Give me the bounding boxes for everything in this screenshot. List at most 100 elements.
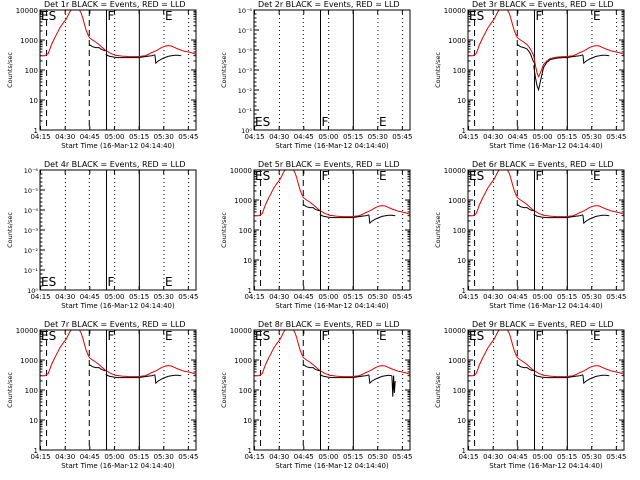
x-axis-label: Start Time (16-Mar-12 04:14:40) (61, 142, 175, 150)
x-tick-label: 05:00 (532, 453, 552, 461)
x-tick-label: 05:15 (557, 133, 577, 141)
x-tick-label: 05:15 (343, 133, 363, 141)
y-tick-label: 10000 (16, 327, 38, 335)
events-black-series (154, 54, 166, 65)
x-tick-label: 04:45 (80, 293, 100, 301)
marker-E: E (593, 169, 601, 183)
marker-F: F (536, 329, 543, 343)
events-black-series (368, 374, 380, 385)
y-tick-label: 1 (34, 127, 38, 135)
marker-F: F (322, 169, 329, 183)
panel-det-6: Det 6r BLACK = Events, RED = LLD Counts/s… (434, 160, 626, 310)
marker-F: F (108, 329, 115, 343)
x-tick-label: 04:30 (269, 293, 289, 301)
y-tick-label: 1000 (448, 197, 466, 205)
events-black-series (533, 213, 567, 219)
y-axis-label: Counts/sec (220, 212, 228, 248)
events-black-series (303, 364, 320, 372)
x-tick-label: 05:30 (368, 453, 388, 461)
x-axis-label: Start Time (16-Mar-12 04:14:40) (61, 302, 175, 310)
x-tick-label: 04:30 (269, 133, 289, 141)
x-tick-label: 04:30 (55, 293, 75, 301)
plot-frame (467, 329, 625, 451)
y-tick-label: 10 (457, 417, 466, 425)
y-tick-label: 100 (25, 67, 38, 75)
x-tick-label: 05:30 (154, 453, 174, 461)
events-black-series (566, 54, 584, 59)
events-black-series (352, 374, 370, 379)
x-tick-label: 04:30 (55, 453, 75, 461)
x-tick-label: 04:15 (30, 453, 50, 461)
events-black-series (89, 364, 106, 372)
plot-frame (467, 169, 625, 291)
y-tick-label: 1 (248, 447, 252, 455)
panel-det-7: Det 7r BLACK = Events, RED = LLD Counts/s… (6, 320, 198, 470)
y-tick-label: 10⁻¹ (24, 267, 39, 275)
marker-ES: ES (255, 169, 270, 183)
lld-red-series (254, 329, 411, 378)
events-black-series (592, 214, 610, 219)
x-tick-label: 04:15 (30, 293, 50, 301)
marker-ES: ES (41, 275, 56, 289)
events-black-series (138, 374, 156, 379)
x-tick-label: 04:45 (508, 133, 528, 141)
x-tick-label: 04:45 (294, 133, 314, 141)
plot-frame (467, 9, 625, 131)
marker-ES: ES (469, 169, 484, 183)
x-tick-label: 05:45 (606, 133, 626, 141)
events-black-series (533, 57, 567, 92)
events-black-series (319, 373, 353, 379)
x-tick-label: 05:00 (104, 293, 124, 301)
plot-frame (253, 329, 411, 451)
y-axis-label: Counts/sec (434, 212, 442, 248)
x-axis-label: Start Time (16-Mar-12 04:14:40) (275, 302, 389, 310)
y-tick-label: 10000 (444, 7, 466, 15)
y-tick-label: 10⁻⁴ (24, 207, 39, 215)
y-tick-label: 100 (453, 67, 466, 75)
events-black-series (164, 374, 182, 379)
marker-F: F (322, 329, 329, 343)
x-tick-label: 05:45 (178, 133, 198, 141)
events-black-series (391, 375, 396, 397)
panel-det-3: Det 3r BLACK = Events, RED = LLD Counts/s… (434, 0, 626, 150)
x-tick-label: 04:15 (458, 133, 478, 141)
x-tick-label: 05:15 (343, 453, 363, 461)
marker-ES: ES (41, 9, 56, 23)
events-black-series (592, 54, 610, 59)
events-black-series (566, 374, 584, 379)
y-tick-label: 10⁻³ (238, 67, 253, 75)
x-tick-label: 04:30 (483, 293, 503, 301)
events-black-series (592, 374, 610, 379)
x-tick-label: 05:15 (557, 293, 577, 301)
events-black-series (517, 204, 534, 212)
y-tick-label: 100 (239, 227, 252, 235)
events-black-series (582, 214, 594, 225)
x-tick-label: 05:15 (129, 453, 149, 461)
x-tick-label: 04:30 (483, 133, 503, 141)
y-tick-label: 10⁰ (27, 287, 38, 295)
marker-E: E (593, 329, 601, 343)
y-tick-label: 10⁻² (238, 87, 253, 95)
events-black-series (319, 213, 353, 219)
y-axis-label: Counts/sec (220, 372, 228, 408)
x-tick-label: 04:15 (244, 293, 264, 301)
x-tick-label: 05:30 (368, 293, 388, 301)
y-axis-label: Counts/sec (434, 372, 442, 408)
marker-E: E (165, 275, 173, 289)
y-tick-label: 1000 (448, 37, 466, 45)
marker-E: E (165, 9, 173, 23)
events-black-series (566, 214, 584, 219)
y-tick-label: 100 (25, 387, 38, 395)
y-tick-label: 10⁻⁶ (24, 167, 39, 175)
events-black-series (138, 54, 156, 59)
panel-title: Det 5r BLACK = Events, RED = LLD (258, 160, 400, 169)
x-tick-label: 05:30 (582, 293, 602, 301)
y-axis-label: Counts/sec (6, 212, 14, 248)
x-tick-label: 04:15 (458, 293, 478, 301)
panel-title: Det 1r BLACK = Events, RED = LLD (44, 0, 186, 9)
x-tick-label: 05:45 (606, 293, 626, 301)
marker-ES: ES (469, 329, 484, 343)
x-tick-label: 05:45 (178, 453, 198, 461)
events-black-series (89, 44, 106, 52)
